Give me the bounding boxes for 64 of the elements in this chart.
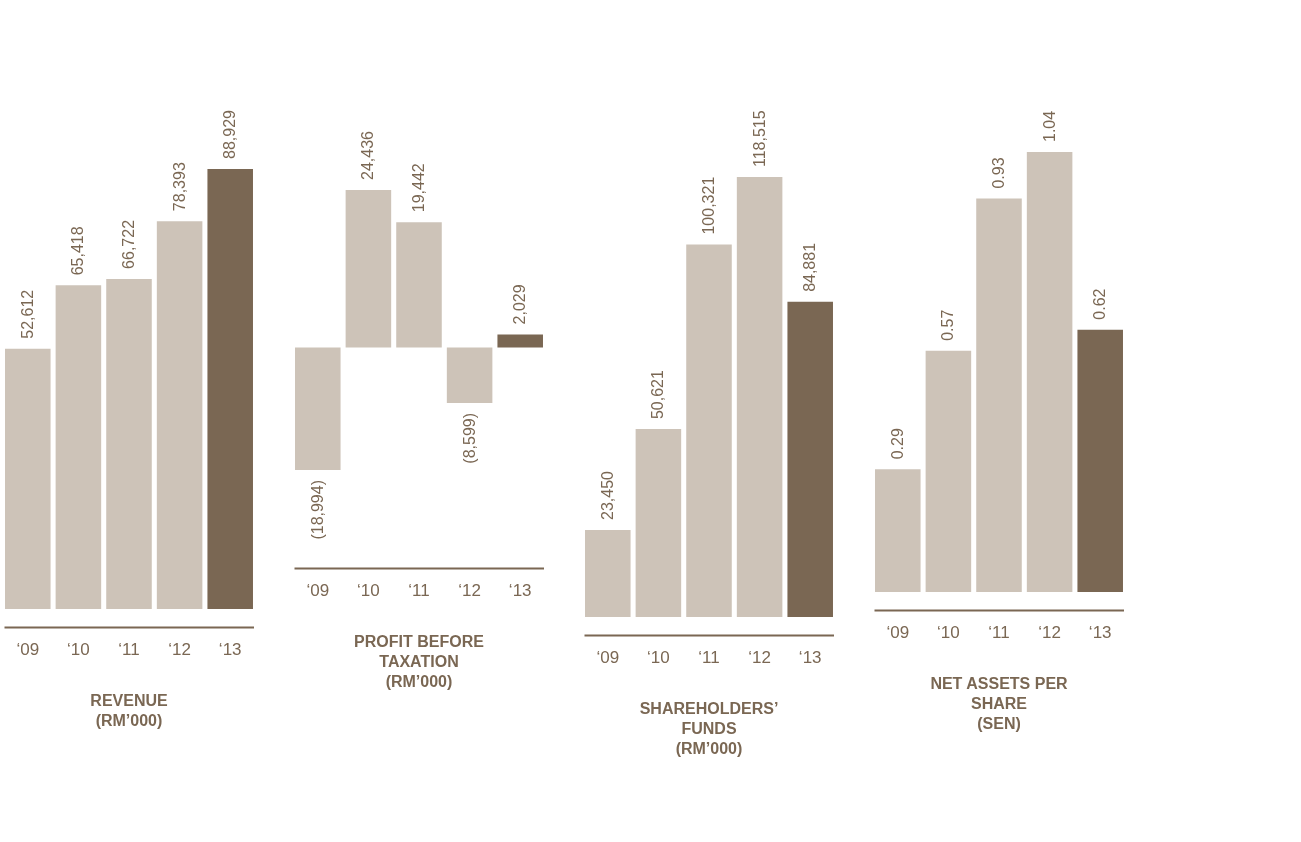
data-label: 88,929 — [221, 109, 239, 159]
data-label: 50,621 — [649, 370, 667, 420]
data-label: 52,612 — [18, 289, 36, 339]
data-label: (18,994) — [308, 480, 326, 540]
x-tick-label: ‘12 — [748, 647, 771, 667]
x-tick-label: ‘09 — [16, 639, 40, 659]
bar — [787, 301, 833, 617]
x-tick-label: ‘10 — [647, 647, 670, 667]
x-tick-label: ‘11 — [408, 580, 430, 600]
data-label: 23,450 — [598, 470, 616, 520]
x-tick-label: ‘11 — [988, 622, 1010, 642]
bar — [976, 198, 1022, 592]
bar — [55, 285, 102, 609]
data-label: 118,515 — [750, 110, 768, 167]
x-tick-label: ‘09 — [886, 622, 910, 642]
bar — [345, 190, 392, 348]
data-label: 19,442 — [410, 163, 427, 213]
text: NET ASSETS PER SHARE (SEN) — [930, 675, 1069, 732]
data-label: 1.04 — [1040, 110, 1058, 142]
x-tick-label: ‘09 — [306, 580, 330, 600]
bar — [736, 177, 783, 617]
bar — [156, 221, 203, 609]
data-label: 65,418 — [69, 226, 87, 276]
data-label: 0.93 — [990, 157, 1007, 189]
text: PROFIT BEFORE TAXATION (RM’000) — [354, 633, 485, 690]
x-tick-label: ‘13 — [1088, 622, 1112, 642]
bar — [875, 469, 921, 592]
data-label: 0.29 — [888, 428, 906, 460]
bar — [1077, 329, 1123, 592]
bar — [5, 348, 51, 609]
bar — [396, 222, 442, 348]
text: REVENUE (RM’000) — [90, 692, 168, 729]
bar — [1026, 152, 1073, 592]
x-tick-label: ‘10 — [357, 580, 380, 600]
data-label: 0.62 — [1091, 288, 1109, 320]
bar — [207, 169, 253, 609]
x-tick-label: ‘13 — [218, 639, 242, 659]
data-label: (8,599) — [460, 412, 478, 464]
bar — [925, 350, 972, 592]
x-tick-label: ‘10 — [937, 622, 960, 642]
x-tick-label: ‘11 — [698, 647, 720, 667]
data-label: 0.57 — [939, 309, 957, 341]
text: SHAREHOLDERS’ FUNDS (RM’000) — [639, 700, 779, 757]
data-label: 2,029 — [511, 284, 529, 325]
x-tick-label: ‘09 — [596, 647, 620, 667]
bar — [106, 278, 152, 609]
bar — [295, 347, 341, 470]
bar — [497, 334, 543, 348]
x-tick-label: ‘12 — [168, 639, 191, 659]
data-label: 84,881 — [801, 242, 819, 292]
x-tick-label: ‘11 — [118, 639, 140, 659]
x-tick-label: ‘12 — [458, 580, 481, 600]
x-tick-label: ‘13 — [798, 647, 822, 667]
x-tick-label: ‘10 — [67, 639, 90, 659]
data-label: 66,722 — [120, 219, 137, 269]
bar — [686, 244, 732, 617]
bar — [585, 529, 631, 617]
data-label: 78,393 — [170, 162, 188, 212]
data-label: 24,436 — [359, 130, 377, 180]
data-label: 100,321 — [700, 176, 717, 235]
x-tick-label: ‘13 — [508, 580, 532, 600]
bar — [635, 429, 682, 617]
bar — [446, 347, 493, 403]
x-tick-label: ‘12 — [1038, 622, 1061, 642]
